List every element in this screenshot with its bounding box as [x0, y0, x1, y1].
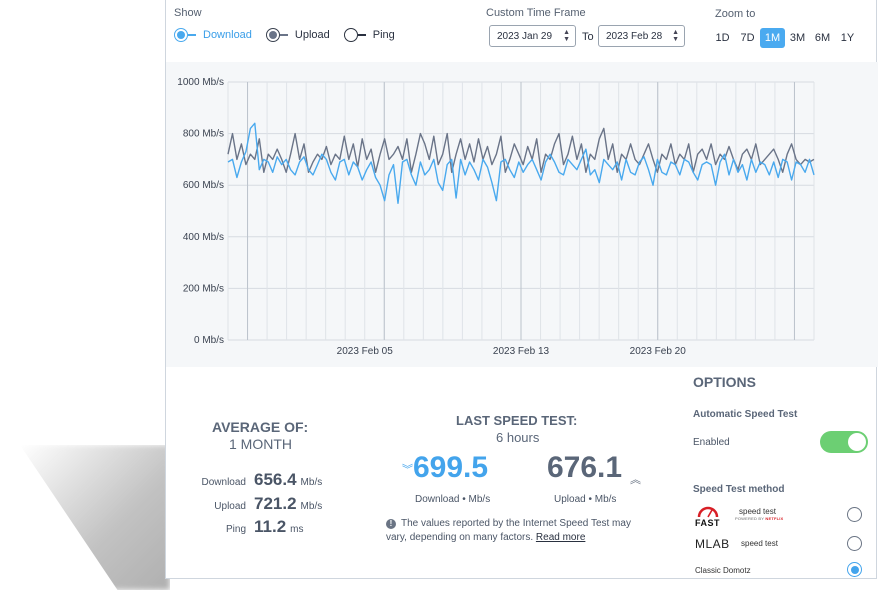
last-download-value: 699.5 — [413, 451, 489, 484]
zoom-1m-button[interactable]: 1M — [760, 28, 785, 48]
fast-logo-text: FAST — [695, 518, 721, 528]
speed-test-panel: Show Download Upload Ping Custom Time Fr… — [165, 0, 878, 579]
last-upload-value: 676.1 — [547, 451, 623, 484]
classic-radio[interactable] — [847, 562, 862, 577]
options-title: OPTIONS — [693, 374, 757, 390]
method-mlab[interactable]: MLAB speed test — [693, 533, 868, 555]
read-more-link[interactable]: Read more — [535, 532, 586, 543]
y-tick-label: 1000 Mb/s — [177, 77, 224, 88]
average-period: 1 MONTH — [229, 436, 292, 452]
auto-speed-test-label: Automatic Speed Test — [693, 409, 798, 420]
avg-ping-unit: ms — [290, 524, 304, 535]
fast-radio[interactable] — [847, 507, 862, 522]
x-tick-label: 2023 Feb 13 — [493, 346, 550, 357]
average-title: AVERAGE OF: — [212, 419, 309, 435]
download-arrow-icon: ︾ — [402, 464, 413, 476]
chart-controls: Show Download Upload Ping Custom Time Fr… — [166, 0, 876, 60]
last-test-title: LAST SPEED TEST: — [456, 413, 578, 428]
ping-line-icon — [357, 34, 366, 36]
upload-series-line — [227, 127, 815, 174]
legend-ping[interactable]: Ping — [343, 28, 395, 42]
x-tick-label: 2023 Feb 05 — [337, 346, 394, 357]
speed-chart: 0 Mb/s 200 Mb/s 400 Mb/s 600 Mb/s 800 Mb/s 10… — [166, 62, 878, 367]
to-label: To — [582, 31, 594, 43]
speed-test-method-label: Speed Test method — [693, 484, 785, 495]
avg-ping-label: Ping — [225, 524, 246, 535]
legend-upload[interactable]: Upload — [265, 28, 330, 42]
date-from-stepper-icon[interactable]: ▲ ▼ — [563, 29, 570, 43]
download-line-icon — [188, 34, 196, 36]
upload-arrow-icon: ︽ — [630, 474, 641, 486]
show-label: Show — [174, 7, 202, 19]
legend-download-label: Download — [203, 29, 252, 41]
ping-check-icon — [343, 28, 358, 42]
speed-note: ! The values reported by the Internet Spe… — [386, 517, 646, 545]
zoom-1d-button[interactable]: 1D — [715, 32, 730, 44]
avg-download-label: Download — [201, 477, 246, 488]
upload-check-icon — [265, 28, 280, 42]
zoom-3m-button[interactable]: 3M — [789, 32, 806, 44]
date-to-input[interactable]: 2023 Feb 28 ▲ ▼ — [598, 25, 685, 47]
fast-logo-icon — [697, 506, 719, 518]
last-upload-caption: Upload • Mb/s — [554, 494, 617, 505]
method-fast[interactable]: FAST speed test POWERED BY NETFLIX — [693, 504, 868, 528]
legend-upload-label: Upload — [294, 29, 330, 41]
zoom-label: Zoom to — [715, 8, 756, 20]
zoom-7d-button[interactable]: 7D — [740, 32, 755, 44]
stats-section: AVERAGE OF: 1 MONTH Download 656.4 Mb/s … — [166, 367, 878, 579]
last-download-caption: Download • Mb/s — [415, 494, 491, 505]
avg-upload-label: Upload — [214, 501, 246, 512]
avg-download-value: 656.4 — [254, 470, 297, 489]
zoom-6m-button[interactable]: 6M — [814, 32, 831, 44]
date-to-value: 2023 Feb 28 — [606, 30, 663, 42]
auto-speed-test-toggle[interactable] — [820, 431, 868, 453]
legend-ping-label: Ping — [372, 29, 395, 41]
avg-upload-unit: Mb/s — [300, 501, 323, 512]
avg-upload-value: 721.2 — [254, 494, 297, 513]
legend-download[interactable]: Download — [174, 28, 252, 42]
speed-note-text: The values reported by the Internet Spee… — [386, 518, 631, 543]
y-tick-label: 600 Mb/s — [183, 180, 224, 191]
fast-powered-by: POWERED BY NETFLIX — [735, 516, 784, 521]
y-tick-label: 0 Mb/s — [194, 335, 224, 346]
upload-line-icon — [279, 34, 288, 36]
download-series-line — [227, 122, 815, 205]
method-classic[interactable]: Classic Domotz — [693, 559, 868, 581]
mlab-radio[interactable] — [847, 536, 862, 551]
mlab-method-text: speed test — [741, 539, 778, 548]
avg-upload-row: Upload 721.2 Mb/s — [166, 494, 322, 514]
fast-method-text: speed test — [739, 507, 776, 516]
avg-download-row: Download 656.4 Mb/s — [166, 470, 323, 490]
date-from-value: 2023 Jan 29 — [497, 30, 553, 42]
x-tick-label: 2023 Feb 20 — [630, 346, 687, 357]
y-tick-label: 400 Mb/s — [183, 232, 224, 243]
avg-download-unit: Mb/s — [300, 477, 323, 488]
legend: Download Upload Ping — [174, 28, 409, 42]
download-check-icon — [174, 28, 188, 42]
y-tick-label: 800 Mb/s — [183, 129, 224, 140]
speed-chart-svg: 0 Mb/s 200 Mb/s 400 Mb/s 600 Mb/s 800 Mb/s 10… — [177, 77, 815, 357]
toggle-knob — [848, 433, 866, 451]
decorative-shadow — [20, 445, 170, 590]
timeframe-label: Custom Time Frame — [486, 7, 586, 19]
last-test-ago: 6 hours — [496, 430, 540, 445]
mlab-logo: MLAB — [695, 537, 730, 551]
zoom-options: 1D 7D 1M 3M 6M 1Y — [710, 28, 860, 48]
y-tick-label: 200 Mb/s — [183, 283, 224, 294]
avg-ping-row: Ping 11.2 ms — [166, 517, 304, 537]
classic-method-text: Classic Domotz — [695, 566, 751, 575]
date-to-stepper-icon[interactable]: ▲ ▼ — [672, 29, 679, 43]
avg-ping-value: 11.2 — [254, 517, 287, 536]
date-from-input[interactable]: 2023 Jan 29 ▲ ▼ — [489, 25, 576, 47]
info-icon: ! — [386, 519, 396, 529]
zoom-1y-button[interactable]: 1Y — [840, 32, 855, 44]
enabled-label: Enabled — [693, 437, 730, 448]
